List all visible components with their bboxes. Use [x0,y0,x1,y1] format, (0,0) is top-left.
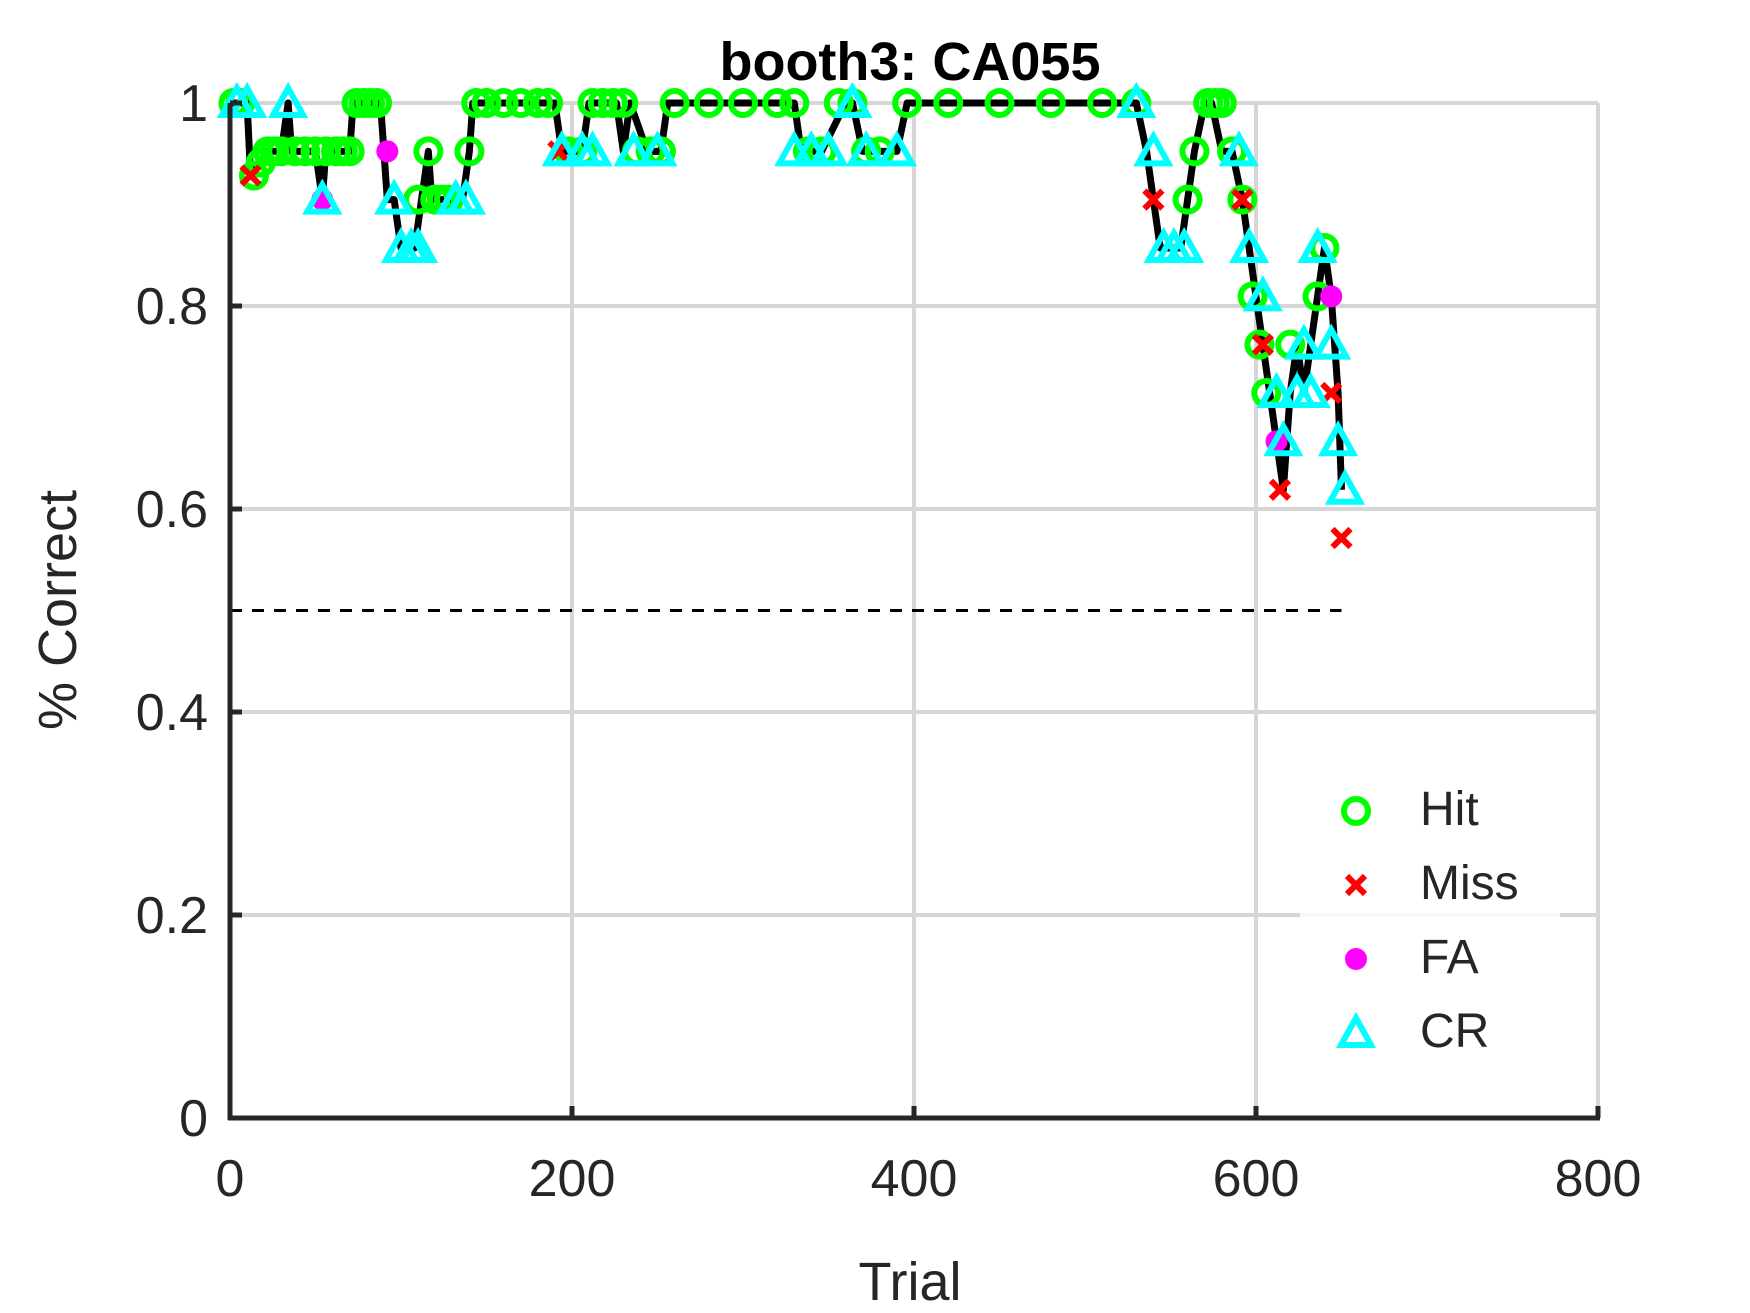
point-cr [1324,468,1366,505]
point-fa [1320,285,1343,308]
point-hit [933,88,964,118]
point-hit [290,136,321,167]
point-cr [268,81,309,118]
x-tick-label: 600 [1213,1150,1300,1208]
point-cr [808,130,849,167]
point-cr [832,81,873,118]
legend-symbol [1341,796,1371,826]
point-hit [461,88,492,118]
point-hit [1244,329,1275,360]
point-miss [1251,333,1274,356]
point-cr [398,226,439,264]
point-hit [533,88,564,118]
point-hit [522,88,553,118]
y-axis-label: % Correct [28,490,88,730]
point-hit [659,88,690,118]
point-cr [302,178,343,215]
legend-symbol [1345,948,1367,970]
legend-symbol [1344,873,1368,897]
point-hit [471,88,502,118]
x-tick-label: 0 [216,1150,245,1208]
y-tick-label: 0.6 [136,481,208,539]
point-hit [577,88,608,118]
y-tick-label: 0.2 [136,887,208,945]
point-cr [374,178,415,215]
legend-marker-fa [1345,948,1367,970]
point-miss [1268,478,1292,501]
point-miss [1142,188,1165,211]
point-cr [541,130,582,167]
point-cr [572,130,613,167]
point-hit [1206,88,1237,118]
point-cr [1242,275,1283,312]
point-miss [1330,526,1353,550]
x-tick-label: 400 [871,1150,958,1208]
point-hit [587,88,618,118]
point-hit [693,88,724,118]
point-cr [1263,420,1304,457]
point-hit [1227,184,1258,215]
point-hit [488,88,519,118]
point-hit [505,88,536,118]
point-cr [1317,420,1359,457]
point-hit [1087,88,1118,118]
point-cr [846,130,887,167]
point-cr [1133,130,1174,167]
point-hit [892,88,923,118]
markers-layer [216,81,1366,550]
point-hit [608,88,639,118]
point-hit [454,136,485,167]
point-hit [1179,136,1210,167]
point-cr [445,178,487,215]
legend-marker-cr [1335,1011,1377,1048]
point-hit [300,136,331,167]
point-miss [239,164,262,187]
point-cr [1297,226,1338,264]
point-hit [1035,88,1066,118]
tick-labels: 0 200 400 600 800 0 0.2 0.4 0.6 0.8 1 [136,75,1642,1208]
point-hit [762,88,793,118]
legend-marker-hit [1341,796,1371,826]
y-tick-label: 0.4 [136,684,208,742]
legend-marker-miss [1344,873,1368,897]
legend-label-fa: FA [1420,931,1479,984]
point-hit [984,88,1015,118]
legend-label-cr: CR [1420,1005,1489,1058]
x-tick-label: 200 [529,1150,616,1208]
point-hit [779,88,810,118]
y-tick-label: 0.8 [136,278,208,336]
chart-title: booth3: CA055 [719,32,1100,92]
point-hit [413,136,444,167]
legend-label-miss: Miss [1420,857,1519,910]
point-cr [1218,130,1259,167]
point-cr [1256,371,1297,408]
point-hit [362,88,393,118]
point-cr [876,130,917,167]
x-axis-label: Trial [859,1252,962,1312]
point-cr [1283,323,1324,360]
legend: Hit Miss FA CR [1300,770,1560,1060]
point-cr [1290,371,1331,408]
point-hit [279,136,310,167]
point-hit [1172,184,1203,215]
point-cr [1229,226,1270,264]
point-cr [637,130,678,167]
x-tick-label: 800 [1555,1150,1642,1208]
point-cr [1164,226,1205,264]
point-cr [613,130,654,167]
legend-label-hit: Hit [1420,783,1479,836]
point-fa [376,140,399,163]
point-hit [334,136,365,167]
point-cr [1116,81,1157,118]
y-tick-label: 0 [179,1090,208,1148]
point-cr [1311,323,1352,360]
y-tick-label: 1 [179,75,208,133]
axes [227,100,1601,1121]
point-hit [728,88,758,118]
legend-symbol [1335,1011,1377,1048]
point-hit [598,88,629,118]
point-miss [1231,188,1254,211]
